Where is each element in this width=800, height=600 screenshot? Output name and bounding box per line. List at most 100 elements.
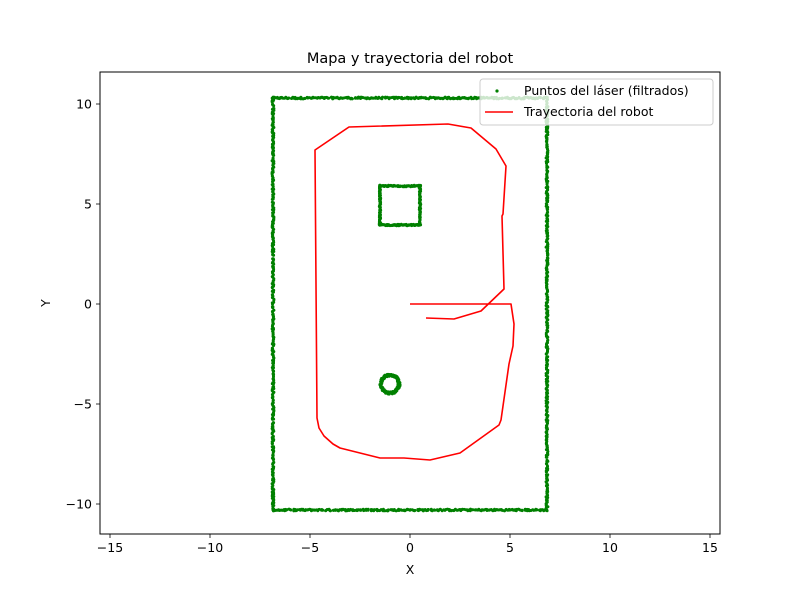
laser-point (545, 196, 549, 200)
laser-point (271, 253, 275, 257)
laser-point (270, 393, 274, 397)
laser-point (270, 490, 274, 494)
laser-point (448, 97, 452, 101)
laser-point (341, 507, 345, 511)
x-tick-label: −15 (97, 540, 123, 555)
laser-point (270, 487, 274, 491)
laser-point (544, 266, 548, 270)
laser-point (378, 185, 381, 188)
chart-title: Mapa y trayectoria del robot (307, 51, 514, 67)
laser-point (382, 509, 386, 513)
laser-point (545, 498, 549, 502)
laser-point (272, 149, 276, 153)
laser-point (270, 301, 274, 305)
laser-point (546, 355, 550, 359)
laser-point (545, 164, 549, 168)
laser-point (272, 421, 276, 425)
laser-point (510, 507, 514, 511)
laser-point (270, 145, 274, 148)
laser-point (545, 261, 549, 265)
laser-point (270, 327, 274, 331)
laser-point (321, 508, 325, 512)
laser-point (271, 102, 274, 106)
laser-point (271, 398, 275, 402)
laser-point (270, 445, 274, 449)
y-tick-label: 10 (76, 97, 92, 112)
laser-point (544, 430, 548, 434)
laser-point (271, 260, 275, 264)
x-tick-label: 0 (406, 540, 414, 555)
x-tick-label: −5 (301, 540, 319, 555)
laser-point (545, 487, 549, 490)
y-tick-label: 0 (84, 297, 92, 312)
x-tick-label: −10 (197, 540, 223, 555)
laser-point (271, 453, 275, 457)
laser-point (545, 293, 549, 296)
legend-label-laser: Puntos del láser (filtrados) (524, 83, 689, 98)
laser-point (270, 183, 274, 187)
laser-point (272, 210, 276, 214)
laser-point (504, 507, 508, 511)
laser-point (270, 417, 274, 421)
laser-point (394, 509, 398, 513)
laser-point (271, 114, 275, 118)
laser-point (271, 273, 275, 277)
laser-point (271, 481, 275, 485)
laser-point (414, 95, 418, 99)
laser-point (272, 385, 276, 389)
laser-point (271, 121, 275, 124)
laser-point (545, 328, 549, 332)
laser-point (271, 411, 275, 415)
laser-point (544, 495, 548, 499)
laser-point (419, 96, 423, 100)
laser-point (545, 382, 549, 386)
laser-point (544, 301, 548, 305)
laser-point (272, 465, 276, 469)
laser-point (545, 321, 549, 325)
laser-point (546, 125, 550, 129)
laser-point (346, 95, 350, 99)
laser-point (272, 239, 275, 243)
laser-point (545, 508, 549, 512)
laser-point (272, 308, 276, 312)
laser-point (426, 508, 430, 511)
laser-point (271, 364, 275, 368)
laser-point (545, 222, 549, 226)
laser-point (545, 459, 549, 463)
laser-point (271, 346, 275, 350)
laser-point (546, 270, 550, 274)
laser-point (272, 96, 276, 100)
laser-point (271, 313, 275, 316)
laser-point (544, 333, 548, 337)
laser-point (424, 97, 428, 101)
laser-point (270, 305, 274, 309)
legend: Puntos del láser (filtrados) Trayectoria… (479, 78, 714, 126)
laser-point (271, 229, 275, 233)
laser-point (386, 508, 390, 512)
laser-point (366, 96, 370, 100)
laser-point (272, 381, 276, 385)
laser-point (271, 193, 275, 197)
laser-point (348, 508, 352, 512)
laser-point (445, 507, 449, 511)
laser-point (271, 137, 275, 141)
laser-point (277, 508, 281, 512)
y-axis-ticks: −10 −5 0 5 10 (66, 97, 100, 512)
laser-point (470, 97, 474, 100)
laser-point (546, 304, 550, 308)
laser-point (287, 96, 291, 100)
y-tick-label: −10 (66, 497, 92, 512)
laser-point (545, 284, 549, 288)
laser-point (485, 507, 489, 511)
laser-point (271, 434, 275, 438)
laser-point (546, 188, 550, 192)
laser-point (372, 508, 376, 512)
x-tick-label: 10 (602, 540, 618, 555)
laser-point (312, 96, 316, 100)
laser-point (271, 401, 275, 405)
laser-point (271, 156, 275, 160)
laser-point (544, 473, 548, 477)
laser-point (397, 382, 401, 386)
laser-point (545, 273, 549, 277)
